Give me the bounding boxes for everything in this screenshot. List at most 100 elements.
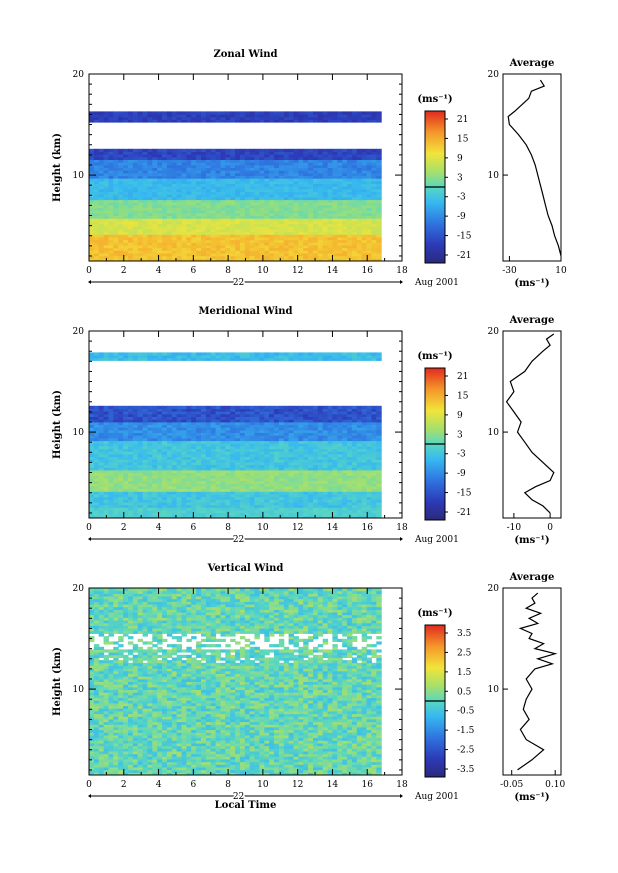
- heatmap-cell: [196, 355, 202, 359]
- heatmap-cell: [98, 405, 105, 409]
- heatmap-cell: [259, 491, 265, 495]
- heatmap-cell: [137, 191, 144, 195]
- heatmap-cell: [303, 156, 309, 160]
- heatmap-cell: [210, 250, 217, 254]
- heatmap-cell: [108, 154, 114, 158]
- heatmap-cell: [259, 515, 265, 519]
- heatmap-cell: [166, 226, 173, 230]
- heatmap-cell: [298, 443, 304, 447]
- heatmap-cell: [142, 191, 148, 195]
- heatmap-cell: [259, 167, 265, 171]
- heatmap-cell: [215, 234, 221, 238]
- heatmap-cell: [283, 480, 290, 484]
- heatmap-cell: [298, 215, 304, 219]
- heatmap-cell: [118, 167, 124, 171]
- heatmap-cell: [351, 156, 358, 160]
- heatmap-cell: [244, 156, 251, 160]
- heatmap-cell: [322, 247, 329, 251]
- heatmap-cell: [264, 469, 270, 474]
- heatmap-cell: [103, 228, 109, 233]
- heatmap-cell: [220, 154, 226, 158]
- heatmap-cell: [166, 202, 173, 206]
- heatmap-cell: [351, 188, 358, 193]
- heatmap-cell: [376, 220, 382, 225]
- heatmap-cell: [137, 502, 144, 506]
- heatmap-cell: [137, 226, 144, 230]
- heatmap-cell: [98, 421, 105, 425]
- heatmap-cell: [162, 237, 168, 241]
- heatmap-cell: [166, 255, 173, 259]
- heatmap-cell: [347, 148, 353, 152]
- heatmap-cell: [113, 245, 119, 249]
- heatmap-cell: [235, 459, 241, 463]
- heatmap-cell: [361, 202, 368, 206]
- heatmap-cell: [347, 250, 353, 254]
- heatmap-cell: [132, 461, 139, 466]
- heatmap-cell: [288, 220, 294, 225]
- heatmap-cell: [244, 226, 251, 230]
- heatmap-cell: [366, 218, 372, 222]
- heatmap-cell: [269, 432, 275, 436]
- heatmap-cell: [376, 196, 382, 201]
- heatmap-cell: [108, 499, 114, 503]
- heatmap-cell: [176, 443, 182, 447]
- heatmap-cell: [147, 218, 153, 222]
- heatmap-cell: [347, 237, 353, 241]
- heatmap-cell: [113, 494, 119, 498]
- heatmap-cell: [356, 148, 363, 152]
- heatmap-cell: [298, 424, 304, 428]
- heatmap-cell: [342, 119, 348, 123]
- heatmap-cell: [132, 502, 139, 506]
- heatmap-cell: [293, 250, 299, 254]
- heatmap-cell: [327, 167, 333, 171]
- heatmap-cell: [342, 186, 348, 190]
- heatmap-cell: [152, 502, 158, 506]
- heatmap-cell: [303, 421, 309, 425]
- heatmap-cell: [220, 443, 226, 447]
- heatmap-cell: [191, 480, 197, 484]
- heatmap-cell: [132, 220, 139, 225]
- heatmap-cell: [196, 515, 202, 519]
- heatmap-cell: [98, 432, 105, 436]
- heatmap-cell: [113, 226, 119, 230]
- heatmap-cell: [103, 253, 109, 257]
- heatmap-cell: [225, 223, 231, 227]
- heatmap-cell: [132, 204, 139, 209]
- heatmap-cell: [103, 480, 109, 484]
- heatmap-cell: [317, 191, 324, 195]
- heatmap-cell: [322, 191, 329, 195]
- heatmap-cell: [215, 421, 221, 425]
- heatmap-cell: [123, 477, 129, 482]
- heatmap-cell: [269, 164, 275, 168]
- heatmap-cell: [283, 151, 290, 155]
- heatmap-cell: [152, 510, 158, 514]
- heatmap-cell: [108, 504, 114, 508]
- heatmap-cell: [220, 194, 226, 198]
- heatmap-cell: [132, 183, 139, 187]
- heatmap-cell: [89, 212, 95, 217]
- heatmap-cell: [157, 231, 163, 235]
- heatmap-cell: [210, 226, 217, 230]
- heatmap-cell: [230, 167, 236, 171]
- heatmap-cell: [166, 191, 173, 195]
- heatmap-cell: [337, 218, 343, 222]
- heatmap-cell: [327, 245, 333, 249]
- heatmap-cell: [142, 421, 148, 425]
- heatmap-cell: [123, 502, 129, 506]
- heatmap-cell: [293, 467, 299, 471]
- heatmap-cell: [205, 245, 212, 249]
- heatmap-cell: [123, 250, 129, 254]
- heatmap-cell: [162, 483, 168, 487]
- heatmap-cell: [313, 183, 319, 187]
- x-tick-label: 18: [396, 266, 408, 276]
- heatmap-cell: [249, 210, 256, 214]
- heatmap-cell: [142, 210, 148, 214]
- heatmap-cell: [351, 183, 358, 187]
- heatmap-cell: [93, 502, 100, 506]
- heatmap-cell: [128, 151, 134, 155]
- heatmap-cell: [196, 488, 202, 492]
- heatmap-cell: [283, 499, 290, 503]
- heatmap-cell: [313, 483, 319, 487]
- heatmap-cell: [157, 445, 163, 450]
- heatmap-cell: [235, 408, 241, 412]
